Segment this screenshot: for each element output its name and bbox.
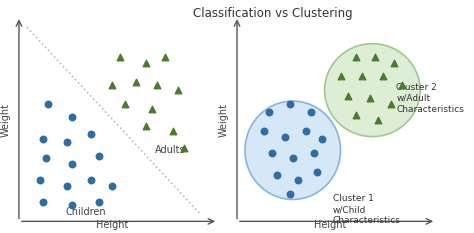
Point bbox=[87, 132, 94, 136]
Point bbox=[45, 102, 52, 106]
Point bbox=[42, 157, 49, 160]
Point bbox=[174, 88, 182, 92]
Point bbox=[294, 178, 302, 182]
Text: Weight: Weight bbox=[219, 103, 229, 137]
Point bbox=[260, 129, 267, 133]
Point bbox=[353, 55, 360, 59]
Ellipse shape bbox=[325, 44, 420, 137]
Point bbox=[132, 80, 139, 84]
Point bbox=[39, 137, 46, 141]
Point bbox=[68, 116, 76, 119]
Point bbox=[143, 61, 150, 65]
Point bbox=[286, 192, 294, 196]
Point bbox=[153, 83, 161, 86]
Point bbox=[286, 102, 294, 106]
Point bbox=[143, 124, 150, 127]
Point bbox=[289, 157, 297, 160]
Point bbox=[302, 129, 310, 133]
Text: Classification vs Clustering: Classification vs Clustering bbox=[193, 7, 352, 20]
Point bbox=[345, 94, 352, 97]
Point bbox=[366, 96, 374, 100]
Point bbox=[265, 110, 273, 114]
Point bbox=[39, 200, 46, 204]
Text: Height: Height bbox=[96, 219, 128, 230]
Point bbox=[116, 55, 124, 59]
Point bbox=[308, 110, 315, 114]
Text: Height: Height bbox=[314, 219, 346, 230]
Point bbox=[95, 200, 102, 204]
Point bbox=[310, 151, 318, 155]
Point bbox=[108, 184, 116, 188]
Point bbox=[169, 129, 177, 133]
Text: Cluster 2
w/Adult
Characteristics: Cluster 2 w/Adult Characteristics bbox=[396, 83, 464, 114]
Point bbox=[63, 140, 71, 144]
Point bbox=[398, 83, 405, 86]
Point bbox=[358, 75, 365, 78]
Point bbox=[161, 55, 169, 59]
Point bbox=[36, 178, 44, 182]
Point bbox=[387, 102, 395, 106]
Ellipse shape bbox=[245, 101, 340, 199]
Point bbox=[337, 75, 344, 78]
Point bbox=[108, 83, 116, 86]
Point bbox=[68, 162, 76, 166]
Point bbox=[281, 135, 289, 138]
Text: Children: Children bbox=[65, 206, 106, 216]
Point bbox=[148, 107, 155, 111]
Point bbox=[268, 151, 275, 155]
Point bbox=[353, 113, 360, 116]
Point bbox=[87, 178, 94, 182]
Point bbox=[371, 55, 379, 59]
Point bbox=[63, 184, 71, 188]
Point bbox=[318, 137, 326, 141]
Text: Cluster 1
w/Child
Characteristics: Cluster 1 w/Child Characteristics bbox=[333, 194, 401, 225]
Point bbox=[379, 75, 387, 78]
Point bbox=[390, 61, 397, 65]
Point bbox=[374, 118, 382, 122]
Text: Adults: Adults bbox=[155, 145, 186, 155]
Point bbox=[95, 154, 102, 158]
Point bbox=[180, 146, 187, 149]
Point bbox=[68, 203, 76, 207]
Point bbox=[273, 173, 281, 177]
Point bbox=[121, 102, 129, 106]
Point bbox=[313, 170, 320, 174]
Text: Weight: Weight bbox=[0, 103, 11, 137]
